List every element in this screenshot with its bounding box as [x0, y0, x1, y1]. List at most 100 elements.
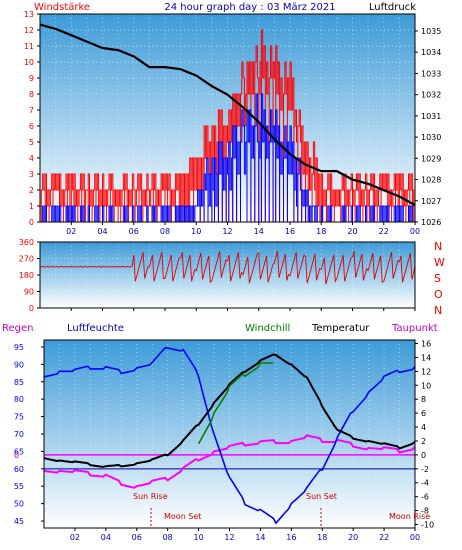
humidity-tick-label-9: 90 [14, 360, 24, 369]
temperature-series [43, 353, 416, 468]
dir-tick-label-1: 90 [24, 288, 34, 297]
x-tick-label-4: 10 [191, 227, 201, 236]
sun-rise-label: Sun Rise [133, 492, 168, 501]
temperature-humidity-series [43, 346, 416, 525]
sun-set-label: Sun Set [306, 492, 337, 501]
temp-tick-label-7: 4 [421, 423, 426, 432]
compass-label-0: N [434, 240, 442, 253]
left-tick-label-2: 2 [29, 186, 34, 195]
left-tick-label-9: 9 [29, 74, 34, 83]
x-tick-label-5: 12 [224, 533, 234, 542]
humidity-tick-label-0: 45 [14, 517, 24, 526]
compass-label-1: W [434, 256, 445, 269]
humidity-tick-label-7: 80 [14, 395, 24, 404]
humidity-tick-label-6: 75 [14, 413, 24, 422]
dir-tick-label-2: 180 [19, 271, 34, 280]
temp-tick-label-9: 8 [421, 395, 426, 404]
temp-tick-label-4: -2 [421, 465, 429, 474]
wind-pressure-panel: 0123456789101112131026102710281029103010… [24, 10, 442, 236]
rain-tick-label-0: 0 [14, 451, 19, 460]
dewpoint-series [43, 434, 416, 489]
right-tick-label-8: 1034 [421, 48, 441, 57]
right-tick-label-0: 1026 [421, 218, 441, 227]
x-tick-label-10: 22 [379, 227, 389, 236]
pressure-series [39, 23, 416, 206]
humidity-tick-label-8: 85 [14, 378, 24, 387]
temp-tick-label-13: 16 [421, 339, 431, 348]
x-tick-label-11: 00 [410, 227, 420, 236]
legend-taupunkt: Taupunkt [391, 323, 438, 334]
humidity-tick-label-3: 60 [14, 465, 24, 474]
moon-set-label: Moon Set [164, 512, 201, 521]
right-tick-label-5: 1031 [421, 112, 441, 121]
temp-tick-label-12: 14 [421, 353, 431, 362]
temp-tick-label-6: 2 [421, 437, 426, 446]
left-tick-label-1: 1 [29, 202, 34, 211]
wind-direction-axes: 0 90 180 270 360 [19, 238, 416, 313]
x-tick-label-2: 06 [129, 227, 139, 236]
temperature-humidity-grid [44, 340, 415, 528]
left-tick-label-10: 10 [24, 58, 34, 67]
x-tick-label-9: 20 [348, 533, 358, 542]
humidity-series [43, 346, 416, 525]
temp-tick-label-11: 12 [421, 367, 431, 376]
temp-tick-label-5: 0 [421, 451, 426, 460]
x-tick-label-1: 04 [101, 533, 111, 542]
x-tick-label-6: 14 [254, 227, 264, 236]
windchill-series [197, 362, 274, 445]
wind-direction-series [39, 251, 416, 285]
x-tick-label-7: 16 [285, 227, 295, 236]
legend-luftfeuchte: Luftfeuchte [67, 323, 124, 334]
left-tick-label-3: 3 [29, 170, 34, 179]
x-tick-label-8: 18 [316, 227, 326, 236]
x-tick-label-7: 16 [286, 533, 296, 542]
right-tick-label-7: 1033 [421, 69, 441, 78]
legend-temperatur: Temperatur [311, 323, 370, 334]
left-tick-label-8: 8 [29, 90, 34, 99]
legend-regen: Regen [2, 323, 34, 334]
dir-tick-label-3: 270 [19, 255, 34, 264]
compass-label-4: N [434, 304, 442, 317]
left-tick-label-7: 7 [29, 106, 34, 115]
right-tick-label-1: 1027 [421, 197, 441, 206]
left-tick-label-0: 0 [29, 218, 34, 227]
x-tick-label-5: 12 [222, 227, 232, 236]
wind-pressure-axes: 0123456789101112131026102710281029103010… [24, 10, 442, 236]
temp-tick-label-10: 10 [421, 381, 431, 390]
compass-label-2: S [434, 272, 441, 285]
x-tick-label-1: 04 [97, 227, 107, 236]
temperature-humidity-axes: 4550556065707580859095-10-8-6-4-20246810… [14, 339, 434, 542]
x-tick-label-3: 08 [160, 227, 170, 236]
header-title: 24 hour graph day : 03 März 2021 [164, 2, 335, 13]
compass-label-3: O [434, 288, 443, 301]
x-tick-label-4: 10 [193, 533, 203, 542]
humidity-tick-label-4: 65 [14, 447, 24, 456]
x-tick-label-0: 02 [70, 533, 80, 542]
temp-tick-label-0: -10 [421, 521, 434, 530]
x-tick-label-3: 08 [163, 533, 173, 542]
x-tick-label-10: 22 [379, 533, 389, 542]
x-tick-label-2: 06 [132, 533, 142, 542]
humidity-tick-label-1: 50 [14, 500, 24, 509]
humidity-tick-label-5: 70 [14, 430, 24, 439]
x-tick-label-11: 00 [410, 533, 420, 542]
left-tick-label-11: 11 [24, 42, 34, 51]
x-tick-label-9: 20 [347, 227, 357, 236]
left-tick-label-12: 12 [24, 26, 34, 35]
humidity-tick-label-10: 95 [14, 343, 24, 352]
header-right-label: Luftdruck [369, 2, 416, 13]
header-left-label: Windstärke [34, 2, 90, 13]
temp-tick-label-8: 6 [421, 409, 426, 418]
right-tick-label-2: 1028 [421, 176, 441, 185]
right-tick-label-6: 1032 [421, 91, 441, 100]
dir-tick-label-0: 0 [29, 304, 34, 313]
x-tick-label-6: 14 [255, 533, 265, 542]
temp-tick-label-1: -8 [421, 507, 429, 516]
right-tick-label-3: 1029 [421, 154, 441, 163]
wind-pressure-series [39, 23, 416, 223]
left-tick-label-6: 6 [29, 122, 34, 131]
legend-windchill: Windchill [245, 323, 290, 334]
left-tick-label-5: 5 [29, 138, 34, 147]
